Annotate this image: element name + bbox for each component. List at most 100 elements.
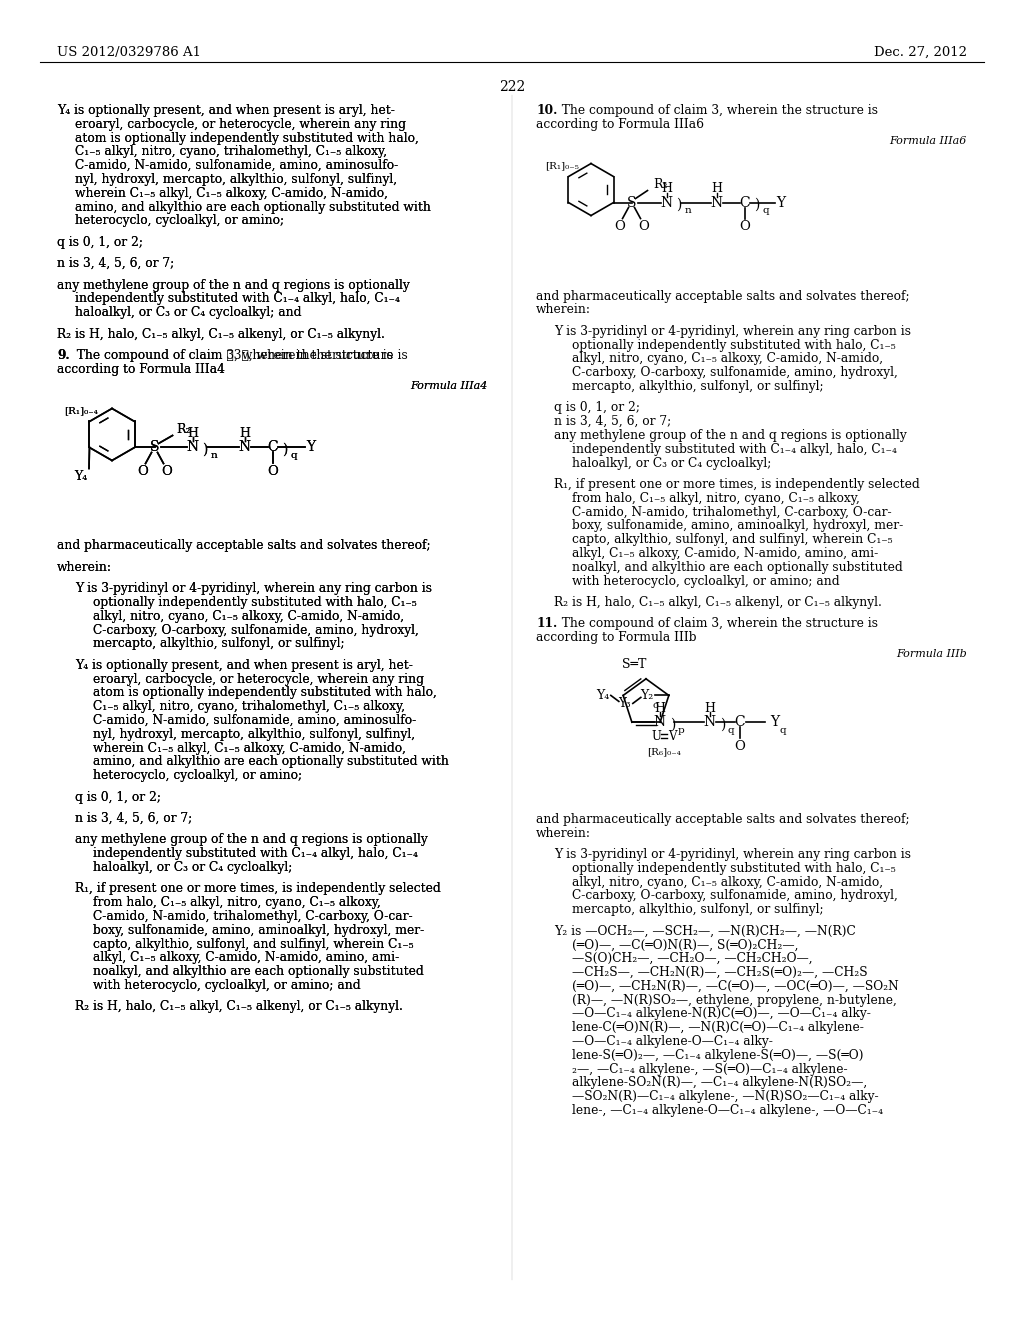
Text: mercapto, alkylthio, sulfonyl, or sulfinyl;: mercapto, alkylthio, sulfonyl, or sulfin… — [93, 638, 345, 651]
Text: q: q — [291, 451, 297, 459]
Text: amino, and alkylthio are each optionally substituted with: amino, and alkylthio are each optionally… — [75, 201, 431, 214]
Text: any methylene group of the n and q regions is optionally: any methylene group of the n and q regio… — [75, 833, 428, 846]
Text: Y: Y — [306, 441, 315, 454]
Text: alkyl, nitro, cyano, C₁₋₅ alkoxy, C-amido, N-amido,: alkyl, nitro, cyano, C₁₋₅ alkoxy, C-amid… — [93, 610, 404, 623]
Text: 222: 222 — [499, 81, 525, 94]
Text: R₁, if present one or more times, is independently selected: R₁, if present one or more times, is ind… — [75, 882, 440, 895]
Text: US 2012/0329786 A1: US 2012/0329786 A1 — [57, 46, 201, 59]
Text: any methylene group of the n and q regions is optionally: any methylene group of the n and q regio… — [57, 279, 410, 292]
Text: lene-, —C₁₋₄ alkylene-O—C₁₋₄ alkylene-, —O—C₁₋₄: lene-, —C₁₋₄ alkylene-O—C₁₋₄ alkylene-, … — [572, 1104, 883, 1117]
Text: R₂: R₂ — [176, 422, 191, 436]
Text: eroaryl, carbocycle, or heterocycle, wherein any ring: eroaryl, carbocycle, or heterocycle, whe… — [93, 673, 424, 685]
Text: ): ) — [670, 717, 675, 731]
Text: Y₄ is optionally present, and when present is aryl, het-: Y₄ is optionally present, and when prese… — [75, 659, 413, 672]
Text: Y: Y — [306, 441, 315, 454]
Text: wherein:: wherein: — [57, 561, 112, 574]
Text: (═O)—, —C(═O)N(R)—, S(═O)₂CH₂—,: (═O)—, —C(═O)N(R)—, S(═O)₂CH₂—, — [572, 939, 799, 952]
Text: haloalkyl, or C₃ or C₄ cycloalkyl;: haloalkyl, or C₃ or C₄ cycloalkyl; — [572, 457, 771, 470]
Text: and pharmaceutically acceptable salts and solvates thereof;: and pharmaceutically acceptable salts an… — [57, 540, 431, 553]
Text: 9.: 9. — [57, 348, 70, 362]
Text: C-carboxy, O-carboxy, sulfonamide, amino, hydroxyl,: C-carboxy, O-carboxy, sulfonamide, amino… — [572, 366, 898, 379]
Text: q is 0, 1, or 2;: q is 0, 1, or 2; — [57, 236, 143, 248]
Text: O: O — [267, 465, 278, 478]
Text: O: O — [614, 220, 625, 234]
Text: optionally independently substituted with halo, C₁₋₅: optionally independently substituted wit… — [572, 338, 896, 351]
Text: mercapto, alkylthio, sulfonyl, or sulfinyl;: mercapto, alkylthio, sulfonyl, or sulfin… — [572, 903, 823, 916]
Text: haloalkyl, or C₃ or C₄ cycloalkyl;: haloalkyl, or C₃ or C₄ cycloalkyl; — [93, 861, 293, 874]
Text: (═O)—, —CH₂N(R)—, —C(═O)—, —OC(═O)—, —SO₂N: (═O)—, —CH₂N(R)—, —C(═O)—, —OC(═O)—, —SO… — [572, 979, 899, 993]
Text: n is 3, 4, 5, 6, or 7;: n is 3, 4, 5, 6, or 7; — [75, 812, 193, 825]
Text: O: O — [137, 465, 147, 478]
Text: C-amido, N-amido, trihalomethyl, C-carboxy, O-car-: C-amido, N-amido, trihalomethyl, C-carbo… — [572, 506, 892, 519]
Text: with heterocyclo, cycloalkyl, or amino; and: with heterocyclo, cycloalkyl, or amino; … — [93, 979, 360, 993]
Text: C-carboxy, O-carboxy, sulfonamide, amino, hydroxyl,: C-carboxy, O-carboxy, sulfonamide, amino… — [572, 890, 898, 903]
Text: n: n — [211, 451, 217, 459]
Text: The compound of claim 3, wherein the structure is: The compound of claim 3, wherein the str… — [69, 348, 393, 362]
Text: according to Formula IIIa4: according to Formula IIIa4 — [57, 363, 225, 376]
Text: wherein:: wherein: — [57, 561, 112, 574]
Text: —O—C₁₋₄ alkylene-O—C₁₋₄ alky-: —O—C₁₋₄ alkylene-O—C₁₋₄ alky- — [572, 1035, 773, 1048]
Text: optionally independently substituted with halo, C₁₋₅: optionally independently substituted wit… — [572, 862, 896, 875]
Text: R₂: R₂ — [176, 422, 191, 436]
Text: C: C — [734, 715, 745, 729]
Text: —SO₂N(R)—C₁₋₄ alkylene-, —N(R)SO₂—C₁₋₄ alky-: —SO₂N(R)—C₁₋₄ alkylene-, —N(R)SO₂—C₁₋₄ a… — [572, 1090, 879, 1104]
Text: from halo, C₁₋₅ alkyl, nitro, cyano, C₁₋₅ alkoxy,: from halo, C₁₋₅ alkyl, nitro, cyano, C₁₋… — [93, 896, 381, 909]
Text: heterocyclo, cycloalkyl, or amino;: heterocyclo, cycloalkyl, or amino; — [75, 214, 284, 227]
Text: Y₄: Y₄ — [75, 470, 88, 483]
Text: independently substituted with C₁₋₄ alkyl, halo, C₁₋₄: independently substituted with C₁₋₄ alky… — [75, 292, 400, 305]
Text: Y₄ is optionally present, and when present is aryl, het-: Y₄ is optionally present, and when prese… — [57, 104, 395, 117]
Text: O: O — [638, 220, 649, 234]
Text: noalkyl, and alkylthio are each optionally substituted: noalkyl, and alkylthio are each optional… — [93, 965, 424, 978]
Text: ₂—, —C₁₋₄ alkylene-, —S(═O)—C₁₋₄ alkylene-: ₂—, —C₁₋₄ alkylene-, —S(═O)—C₁₋₄ alkylen… — [572, 1063, 848, 1076]
Text: S═T: S═T — [623, 659, 647, 672]
Text: [R₆]₀₋₄: [R₆]₀₋₄ — [647, 747, 681, 756]
Text: noalkyl, and alkylthio are each optionally substituted: noalkyl, and alkylthio are each optional… — [572, 561, 903, 574]
Text: ): ) — [283, 442, 288, 457]
Text: with heterocyclo, cycloalkyl, or amino; and: with heterocyclo, cycloalkyl, or amino; … — [93, 979, 360, 993]
Text: ): ) — [203, 442, 208, 457]
Text: capto, alkylthio, sulfonyl, and sulfinyl, wherein C₁₋₅: capto, alkylthio, sulfonyl, and sulfinyl… — [93, 937, 414, 950]
Text: alkyl, C₁₋₅ alkoxy, C-amido, N-amido, amino, ami-: alkyl, C₁₋₅ alkoxy, C-amido, N-amido, am… — [93, 952, 399, 965]
Text: q: q — [728, 726, 734, 735]
Text: eroaryl, carbocycle, or heterocycle, wherein any ring: eroaryl, carbocycle, or heterocycle, whe… — [75, 117, 406, 131]
Text: wherein:: wherein: — [536, 304, 591, 317]
Text: haloalkyl, or C₃ or C₄ cycloalkyl;: haloalkyl, or C₃ or C₄ cycloalkyl; — [93, 861, 293, 874]
Text: wherein C₁₋₅ alkyl, C₁₋₅ alkoxy, C-amido, N-amido,: wherein C₁₋₅ alkyl, C₁₋₅ alkoxy, C-amido… — [93, 742, 406, 755]
Text: Y: Y — [776, 195, 785, 210]
Text: from halo, C₁₋₅ alkyl, nitro, cyano, C₁₋₅ alkoxy,: from halo, C₁₋₅ alkyl, nitro, cyano, C₁₋… — [572, 492, 860, 504]
Text: Y₄ is optionally present, and when present is aryl, het-: Y₄ is optionally present, and when prese… — [57, 104, 395, 117]
Text: mercapto, alkylthio, sulfonyl, or sulfinyl;: mercapto, alkylthio, sulfonyl, or sulfin… — [93, 638, 345, 651]
Text: n is 3, 4, 5, 6, or 7;: n is 3, 4, 5, 6, or 7; — [57, 257, 174, 271]
Text: optionally independently substituted with halo, C₁₋₅: optionally independently substituted wit… — [93, 597, 417, 609]
Text: heterocyclo, cycloalkyl, or amino;: heterocyclo, cycloalkyl, or amino; — [93, 770, 302, 783]
Text: The compound of claim 3, wherein the structure is: The compound of claim 3, wherein the str… — [554, 618, 878, 630]
Text: nyl, hydroxyl, mercapto, alkylthio, sulfonyl, sulfinyl,: nyl, hydroxyl, mercapto, alkylthio, sulf… — [93, 727, 415, 741]
Text: q: q — [763, 206, 769, 215]
Text: ): ) — [755, 198, 760, 211]
Text: C-amido, N-amido, trihalomethyl, C-carboxy, O-car-: C-amido, N-amido, trihalomethyl, C-carbo… — [93, 909, 413, 923]
Text: wherein:: wherein: — [536, 826, 591, 840]
Text: N: N — [186, 441, 199, 454]
Text: ): ) — [283, 442, 288, 457]
Text: amino, and alkylthio are each optionally substituted with: amino, and alkylthio are each optionally… — [75, 201, 431, 214]
Text: haloalkyl, or C₃ or C₄ cycloalkyl; and: haloalkyl, or C₃ or C₄ cycloalkyl; and — [75, 306, 301, 319]
Text: R₂ is H, halo, C₁₋₅ alkyl, C₁₋₅ alkenyl, or C₁₋₅ alkynyl.: R₂ is H, halo, C₁₋₅ alkyl, C₁₋₅ alkenyl,… — [554, 595, 882, 609]
Text: alkyl, C₁₋₅ alkoxy, C-amido, N-amido, amino, ami-: alkyl, C₁₋₅ alkoxy, C-amido, N-amido, am… — [93, 952, 399, 965]
Text: amino, and alkylthio are each optionally substituted with: amino, and alkylthio are each optionally… — [93, 755, 449, 768]
Text: alkyl, nitro, cyano, C₁₋₅ alkoxy, C-amido, N-amido,: alkyl, nitro, cyano, C₁₋₅ alkoxy, C-amid… — [572, 875, 883, 888]
Text: alkyl, nitro, cyano, C₁₋₅ alkoxy, C-amido, N-amido,: alkyl, nitro, cyano, C₁₋₅ alkoxy, C-amid… — [93, 610, 404, 623]
Text: C: C — [267, 441, 278, 454]
Text: noalkyl, and alkylthio are each optionally substituted: noalkyl, and alkylthio are each optional… — [93, 965, 424, 978]
Text: according to Formula IIIa6: according to Formula IIIa6 — [536, 117, 705, 131]
Text: any methylene group of the n and q regions is optionally: any methylene group of the n and q regio… — [75, 833, 428, 846]
Text: H: H — [654, 702, 666, 714]
Text: boxy, sulfonamide, amino, aminoalkyl, hydroxyl, mer-: boxy, sulfonamide, amino, aminoalkyl, hy… — [93, 924, 424, 937]
Text: ): ) — [720, 717, 725, 731]
Text: The compound of claim 3, wherein the structure is: The compound of claim 3, wherein the str… — [554, 104, 878, 117]
Text: O: O — [734, 739, 745, 752]
Text: N: N — [711, 195, 723, 210]
Text: n is 3, 4, 5, 6, or 7;: n is 3, 4, 5, 6, or 7; — [57, 257, 174, 271]
Text: 10.: 10. — [536, 104, 557, 117]
Text: and pharmaceutically acceptable salts and solvates thereof;: and pharmaceutically acceptable salts an… — [57, 540, 431, 553]
Text: R₂ is H, halo, C₁₋₅ alkyl, C₁₋₅ alkenyl, or C₁₋₅ alkynyl.: R₂ is H, halo, C₁₋₅ alkyl, C₁₋₅ alkenyl,… — [75, 1001, 402, 1014]
